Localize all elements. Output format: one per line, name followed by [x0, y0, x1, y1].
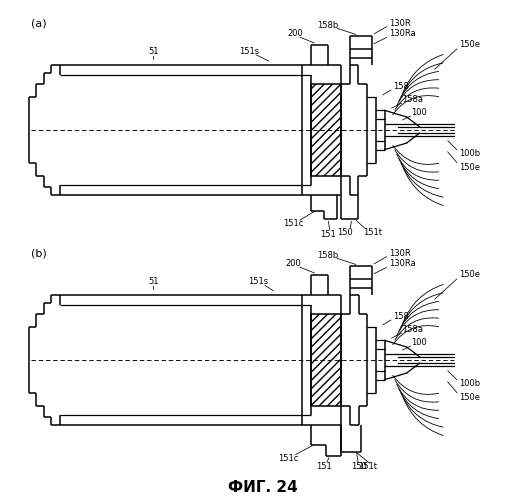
Text: 150: 150: [351, 462, 366, 471]
Text: 150e: 150e: [459, 392, 480, 402]
Text: 150e: 150e: [459, 40, 480, 50]
Text: 158a: 158a: [402, 325, 423, 334]
Text: 200: 200: [285, 260, 301, 268]
Text: (a): (a): [31, 18, 47, 28]
Text: 158: 158: [393, 82, 410, 91]
Text: 100b: 100b: [459, 150, 480, 158]
Text: 150: 150: [338, 228, 353, 237]
Text: 150e: 150e: [459, 162, 480, 172]
Text: 51: 51: [148, 47, 159, 56]
Text: 100: 100: [411, 338, 427, 347]
Text: 100b: 100b: [459, 380, 480, 388]
Text: 151t: 151t: [363, 228, 382, 237]
Text: (b): (b): [31, 248, 47, 258]
Text: 151c: 151c: [283, 220, 303, 228]
Text: ФИГ. 24: ФИГ. 24: [228, 480, 297, 495]
Text: 130R: 130R: [389, 248, 411, 258]
Text: 151s: 151s: [239, 47, 259, 56]
Text: 158: 158: [393, 312, 410, 321]
Text: 158b: 158b: [317, 21, 339, 30]
Bar: [310, 314, 341, 406]
Text: 151c: 151c: [278, 454, 299, 462]
Text: 130Ra: 130Ra: [389, 260, 416, 268]
Bar: [310, 84, 341, 176]
Text: 150e: 150e: [459, 270, 480, 280]
Text: 100: 100: [411, 108, 427, 117]
Text: 151: 151: [320, 230, 336, 239]
Text: 130R: 130R: [389, 18, 411, 28]
Text: 151s: 151s: [248, 277, 268, 286]
Text: 51: 51: [148, 277, 159, 286]
Text: 151t: 151t: [358, 462, 377, 471]
Text: 130Ra: 130Ra: [389, 30, 416, 38]
Text: 158a: 158a: [402, 95, 423, 104]
Text: 151: 151: [316, 462, 331, 471]
Text: 200: 200: [287, 30, 303, 38]
Text: 158b: 158b: [317, 251, 339, 260]
